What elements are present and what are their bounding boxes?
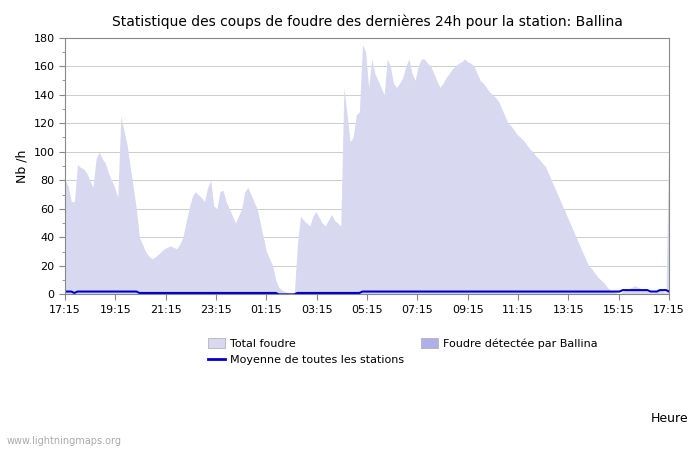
Y-axis label: Nb /h: Nb /h bbox=[15, 149, 28, 183]
Title: Statistique des coups de foudre des dernières 24h pour la station: Ballina: Statistique des coups de foudre des dern… bbox=[112, 15, 622, 30]
Legend: Total foudre, Moyenne de toutes les stations, Foudre détectée par Ballina: Total foudre, Moyenne de toutes les stat… bbox=[204, 333, 602, 369]
Text: www.lightningmaps.org: www.lightningmaps.org bbox=[7, 436, 122, 446]
Text: Heure: Heure bbox=[651, 412, 689, 425]
